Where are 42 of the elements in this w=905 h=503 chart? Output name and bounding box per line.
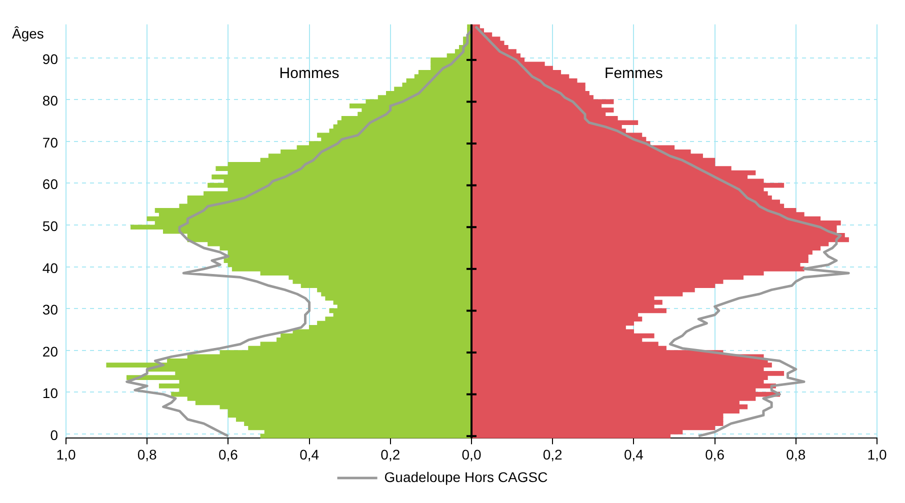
series-label: Femmes bbox=[604, 65, 663, 82]
y-tick-label: 90 bbox=[42, 50, 58, 67]
y-axis-title: Âges bbox=[12, 25, 44, 42]
x-tick-label: 0,6 bbox=[705, 446, 725, 462]
bar bbox=[130, 224, 472, 230]
legend-label: Guadeloupe Hors CAGSC bbox=[384, 468, 548, 485]
bar bbox=[472, 200, 780, 204]
x-tick-label: 0,6 bbox=[218, 446, 238, 462]
x-tick-label: 0,2 bbox=[542, 446, 563, 462]
x-tick-label: 1,0 bbox=[867, 446, 887, 462]
x-tick-label: 0,8 bbox=[786, 446, 806, 462]
y-tick-label: 60 bbox=[42, 176, 58, 192]
bar bbox=[216, 166, 472, 172]
bar bbox=[472, 362, 772, 368]
bar bbox=[472, 108, 614, 113]
series-label: Hommes bbox=[279, 65, 340, 82]
y-tick-label: 30 bbox=[42, 302, 58, 318]
y-tick-label: 50 bbox=[42, 218, 58, 234]
y-tick-label: 10 bbox=[42, 385, 58, 402]
bar bbox=[106, 362, 472, 368]
y-tick-label: 80 bbox=[42, 92, 58, 109]
x-tick-label: 0,0 bbox=[462, 446, 482, 462]
y-tick-label: 40 bbox=[42, 260, 58, 276]
y-tick-label: 0 bbox=[50, 426, 58, 443]
y-tick-label: 20 bbox=[42, 343, 58, 360]
x-tick-label: 0,8 bbox=[137, 446, 158, 462]
bar bbox=[472, 237, 849, 242]
bar bbox=[472, 421, 724, 426]
bar bbox=[260, 434, 472, 438]
x-tick-label: 0,2 bbox=[380, 446, 400, 462]
bar bbox=[472, 224, 837, 230]
bar bbox=[187, 237, 472, 242]
bar bbox=[321, 292, 472, 296]
bar bbox=[472, 316, 642, 322]
bar bbox=[472, 120, 638, 126]
x-tick-label: 0,4 bbox=[624, 446, 644, 462]
bar bbox=[224, 258, 472, 263]
y-tick-label: 70 bbox=[42, 134, 58, 150]
x-tick-label: 1,0 bbox=[56, 446, 76, 462]
bar bbox=[126, 375, 472, 380]
x-tick-label: 0,4 bbox=[300, 446, 320, 462]
bar bbox=[472, 258, 808, 263]
